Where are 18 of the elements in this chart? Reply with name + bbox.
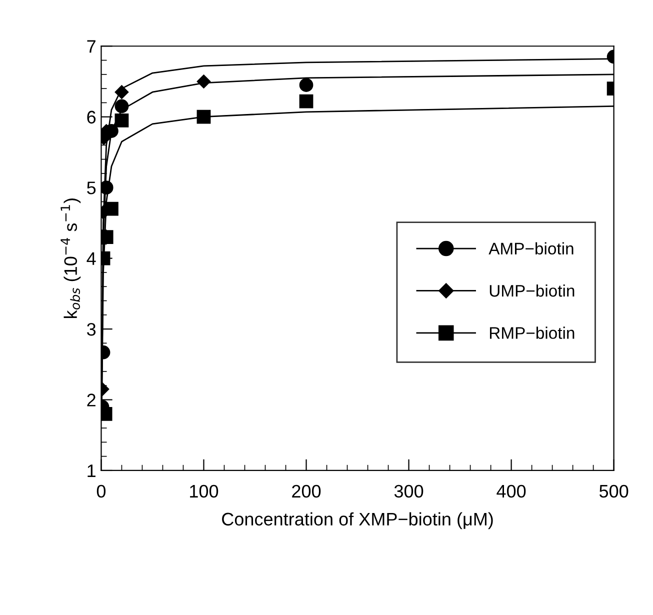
y-tick-label: 1 [88, 464, 96, 478]
y-tick-label: 6 [87, 110, 96, 124]
x-tick-label: 200 [292, 484, 321, 498]
y-tick-label: 4 [86, 252, 96, 265]
y-tick-label: 7 [87, 40, 96, 53]
x-tick-label: 0 [96, 484, 106, 498]
y-axis-title: k$_{obs}$ (10$^{−4}$ s$^{−1}$) [60, 198, 81, 318]
x-tick-label: 300 [394, 484, 424, 498]
x-tick-label: 400 [496, 484, 526, 498]
legend-label: RMP−biotin [490, 326, 574, 339]
x-tick-label: 500 [599, 484, 628, 498]
legend-label: AMP−biotin [488, 242, 574, 255]
y-tick-label: 3 [87, 322, 96, 336]
x-tick-label: 100 [190, 484, 218, 498]
legend-label: UMP−biotin [490, 284, 574, 297]
y-tick-label: 2 [87, 394, 96, 406]
x-axis-title: Concentration of XMP−biotin (μM) [222, 512, 493, 530]
y-tick-label: 5 [87, 182, 96, 194]
